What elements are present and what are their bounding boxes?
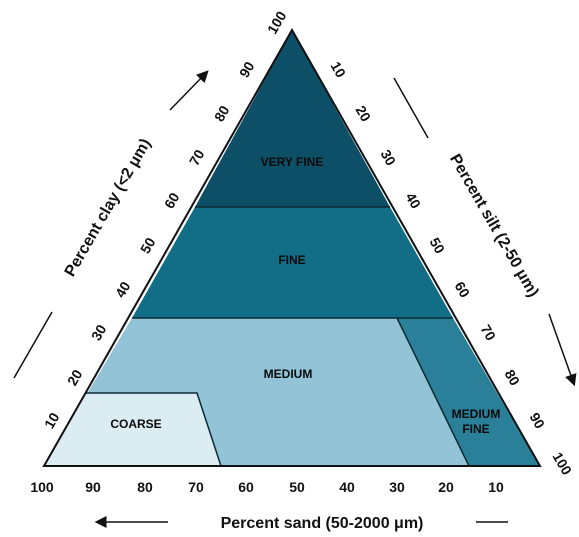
region-label-medium: MEDIUM — [264, 367, 313, 381]
clay-tick-label: 60 — [161, 190, 183, 212]
clay-tick-label: 40 — [112, 279, 134, 301]
sand-axis-title: Percent sand (50-2000 μm) — [221, 515, 424, 532]
clay-tick-label: 80 — [211, 103, 233, 125]
sand-tick-label: 90 — [85, 479, 101, 495]
sand-tick-label: 40 — [339, 479, 355, 495]
clay-axis-title: Percent clay (<2 μm) — [62, 136, 155, 280]
clay-axis-line — [13, 311, 53, 379]
sand-tick-label: 50 — [289, 479, 305, 495]
clay-tick-labels: 10 20 30 40 50 60 70 80 90 100 — [41, 8, 290, 431]
clay-tick-label: 100 — [264, 8, 290, 36]
clay-axis-arrow — [169, 70, 209, 111]
region-fine — [132, 207, 453, 318]
sand-tick-label: 80 — [137, 479, 153, 495]
silt-tick-label: 100 — [550, 449, 576, 477]
silt-axis-line — [393, 77, 429, 139]
silt-axis-arrow — [548, 313, 577, 387]
region-medium-fine — [397, 318, 540, 466]
sand-tick-labels: 100 90 80 70 60 50 40 30 20 10 — [30, 479, 504, 495]
silt-tick-label: 60 — [452, 279, 474, 301]
silt-tick-label: 30 — [378, 147, 400, 169]
region-very-fine — [195, 30, 390, 207]
silt-tick-label: 70 — [478, 322, 500, 344]
region-label-medium-fine-line2: FINE — [462, 422, 489, 436]
sand-tick-label: 100 — [30, 479, 54, 495]
sand-tick-label: 30 — [389, 479, 405, 495]
clay-tick-label: 70 — [186, 147, 208, 169]
silt-tick-label: 50 — [427, 235, 449, 257]
region-label-very-fine: VERY FINE — [261, 155, 324, 169]
clay-tick-label: 10 — [41, 410, 63, 432]
clay-tick-label: 20 — [64, 367, 86, 389]
sand-tick-label: 10 — [488, 479, 504, 495]
sand-tick-label: 70 — [188, 479, 204, 495]
region-label-fine: FINE — [278, 253, 305, 267]
region-label-coarse: COARSE — [110, 417, 161, 431]
triangle-outline — [42, 27, 542, 467]
region-label-medium-fine-line1: MEDIUM — [452, 407, 501, 421]
region-boundaries — [86, 206, 470, 467]
silt-tick-label: 40 — [403, 190, 425, 212]
silt-axis-title: Percent silt (2-50 μm) — [446, 151, 542, 300]
silt-tick-label: 90 — [527, 410, 549, 432]
region-coarse — [44, 393, 221, 466]
clay-tick-label: 30 — [88, 322, 110, 344]
sand-tick-label: 20 — [438, 479, 454, 495]
clay-tick-label: 50 — [137, 235, 159, 257]
silt-tick-labels: 10 20 30 40 50 60 70 80 90 100 — [328, 59, 576, 478]
silt-tick-label: 10 — [328, 59, 350, 81]
clay-tick-label: 90 — [236, 59, 258, 81]
silt-tick-label: 20 — [353, 103, 375, 125]
silt-tick-label: 80 — [502, 367, 524, 389]
sand-tick-label: 60 — [238, 479, 254, 495]
